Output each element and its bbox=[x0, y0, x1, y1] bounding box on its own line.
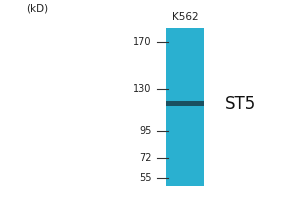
Text: 130: 130 bbox=[133, 84, 152, 94]
Text: K562: K562 bbox=[172, 12, 199, 22]
Text: ST5: ST5 bbox=[225, 95, 256, 113]
Bar bbox=[166, 101, 204, 106]
Text: 72: 72 bbox=[139, 153, 152, 163]
Bar bbox=[166, 28, 204, 186]
Text: 170: 170 bbox=[133, 37, 152, 47]
Text: 95: 95 bbox=[139, 126, 152, 136]
Text: (kD): (kD) bbox=[26, 4, 49, 14]
Text: 55: 55 bbox=[139, 173, 152, 183]
